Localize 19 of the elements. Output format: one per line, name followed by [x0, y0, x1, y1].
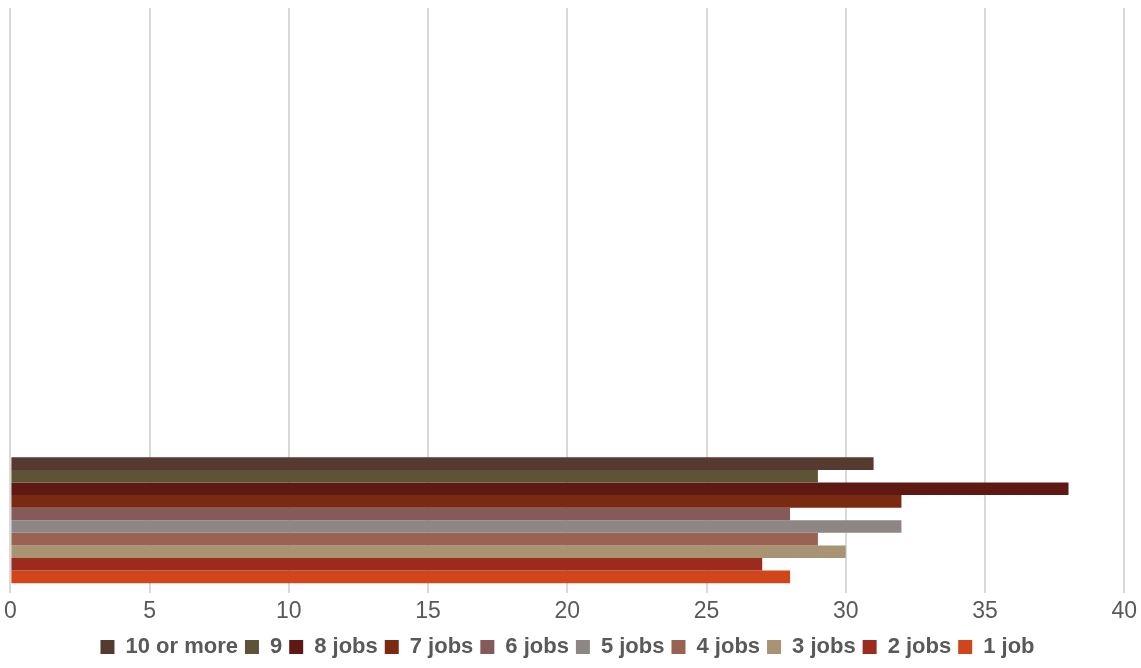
legend-label: 10 or more [125, 633, 238, 659]
legend-label: 7 jobs [409, 633, 474, 659]
x-tick-label: 30 [832, 596, 859, 623]
x-tick-label: 15 [415, 596, 441, 623]
legend-label: 1 job [983, 633, 1035, 659]
legend-label: 5 jobs [600, 633, 665, 659]
legend-label: 3 jobs [792, 633, 856, 659]
x-tick-label: 35 [972, 596, 998, 623]
x-tick-label: 10 [276, 596, 302, 623]
legend-label: 8 jobs [314, 633, 378, 659]
x-tick-label: 40 [1111, 596, 1138, 623]
x-tick-label: 5 [143, 596, 157, 623]
legend-label: 2 jobs [887, 633, 952, 659]
x-tick-label: 20 [554, 596, 581, 623]
x-tick-label: 25 [693, 596, 720, 623]
x-tick-label: 0 [4, 596, 17, 623]
legend-label: 6 jobs [505, 633, 569, 659]
legend-label: 4 jobs [696, 633, 761, 659]
legend-label: 9 [269, 633, 283, 659]
